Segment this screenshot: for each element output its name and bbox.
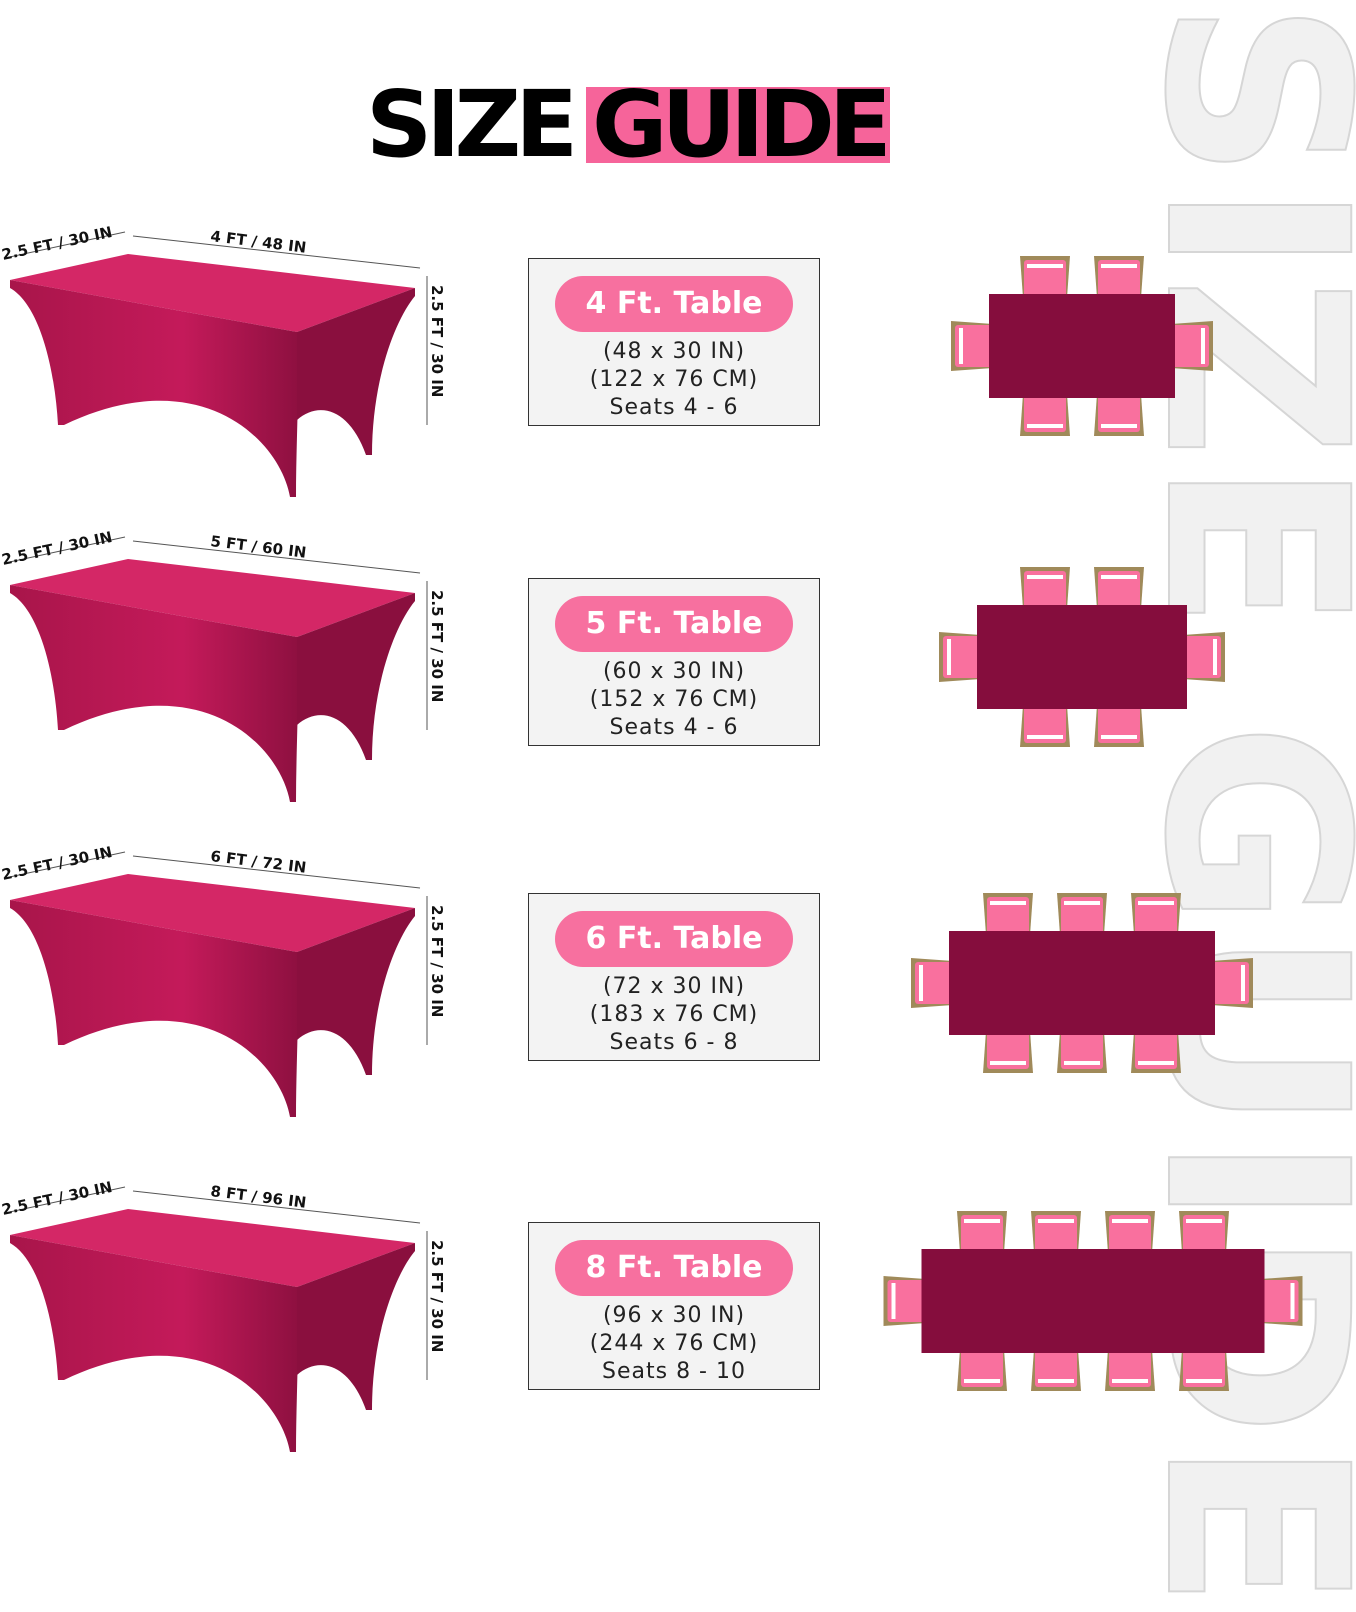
chair-icon [1094, 392, 1144, 436]
chair-icon [911, 958, 955, 1008]
table-size-badge: 8 Ft. Table [555, 1240, 793, 1296]
seating-capacity: Seats 6 - 8 [609, 1030, 739, 1055]
width-dimension-label: 2.5 FT / 30 IN [0, 843, 114, 884]
dimensions-cm: (152 x 76 CM) [589, 687, 759, 712]
table-size-badge: 5 Ft. Table [555, 596, 793, 652]
size-row: 2.5 FT / 30 IN 5 FT / 60 IN 2.5 FT / 30 … [0, 515, 1356, 815]
dimensions-inches: (60 x 30 IN) [602, 659, 746, 684]
seating-diagram [951, 256, 1213, 436]
seating-diagram [911, 893, 1253, 1073]
chair-icon [1131, 893, 1181, 937]
title-size: SIZE [366, 71, 578, 178]
size-row: 2.5 FT / 30 IN 6 FT / 72 IN 2.5 FT / 30 … [0, 830, 1356, 1130]
seating-capacity: Seats 4 - 6 [609, 395, 739, 420]
width-dimension-label: 2.5 FT / 30 IN [0, 528, 114, 569]
chair-icon [1105, 1211, 1155, 1255]
table-cover-illustration: 2.5 FT / 30 IN 5 FT / 60 IN 2.5 FT / 30 … [0, 528, 446, 802]
chair-icon [1057, 1029, 1107, 1073]
size-info-box: 4 Ft. Table (48 x 30 IN) (122 x 76 CM) S… [528, 258, 820, 426]
chair-icon [1105, 1347, 1155, 1391]
height-dimension-label: 2.5 FT / 30 IN [428, 1240, 446, 1352]
chair-icon [1020, 567, 1070, 611]
seating-diagram [883, 1211, 1303, 1391]
chair-icon [983, 1029, 1033, 1073]
chair-icon [1169, 321, 1213, 371]
table-cover-illustration: 2.5 FT / 30 IN 4 FT / 48 IN 2.5 FT / 30 … [0, 223, 446, 497]
dimensions-inches: (48 x 30 IN) [602, 339, 746, 364]
length-dimension-label: 4 FT / 48 IN [210, 227, 308, 257]
page-title: SIZE GUIDE [366, 71, 892, 178]
size-info-box: 8 Ft. Table (96 x 30 IN) (244 x 76 CM) S… [528, 1222, 820, 1390]
table-top-view [989, 294, 1175, 398]
table-top-view [921, 1249, 1265, 1353]
seating-diagram [939, 567, 1225, 747]
chair-icon [957, 1211, 1007, 1255]
chair-icon [1094, 256, 1144, 300]
height-dimension-label: 2.5 FT / 30 IN [428, 905, 446, 1017]
width-dimension-label: 2.5 FT / 30 IN [0, 1178, 114, 1219]
dimensions-inches: (96 x 30 IN) [602, 1303, 746, 1328]
table-cover-illustration: 2.5 FT / 30 IN 8 FT / 96 IN 2.5 FT / 30 … [0, 1178, 446, 1452]
seating-capacity: Seats 8 - 10 [602, 1359, 746, 1384]
chair-icon [1094, 703, 1144, 747]
table-cover-illustration: 2.5 FT / 30 IN 6 FT / 72 IN 2.5 FT / 30 … [0, 843, 446, 1117]
chair-icon [1209, 958, 1253, 1008]
dimensions-inches: (72 x 30 IN) [602, 974, 746, 999]
dimensions-cm: (244 x 76 CM) [589, 1331, 759, 1356]
title-guide: GUIDE [586, 79, 892, 171]
size-row: 2.5 FT / 30 IN 4 FT / 48 IN 2.5 FT / 30 … [0, 210, 1356, 510]
chair-icon [1020, 703, 1070, 747]
chair-icon [1179, 1347, 1229, 1391]
length-dimension-label: 6 FT / 72 IN [210, 847, 308, 877]
size-info-box: 5 Ft. Table (60 x 30 IN) (152 x 76 CM) S… [528, 578, 820, 746]
chair-icon [1020, 256, 1070, 300]
seating-capacity: Seats 4 - 6 [609, 715, 739, 740]
length-dimension-label: 8 FT / 96 IN [210, 1182, 308, 1212]
chair-icon [939, 632, 983, 682]
chair-icon [1258, 1276, 1303, 1326]
chair-icon [1179, 1211, 1229, 1255]
size-row: 2.5 FT / 30 IN 8 FT / 96 IN 2.5 FT / 30 … [0, 1165, 1356, 1465]
height-dimension-label: 2.5 FT / 30 IN [428, 590, 446, 702]
chair-icon [1094, 567, 1144, 611]
chair-icon [1031, 1347, 1081, 1391]
chair-icon [1131, 1029, 1181, 1073]
width-dimension-label: 2.5 FT / 30 IN [0, 223, 114, 264]
table-top-view [977, 605, 1187, 709]
table-top-view [949, 931, 1215, 1035]
chair-icon [951, 321, 995, 371]
table-size-badge: 4 Ft. Table [555, 276, 793, 332]
chair-icon [983, 893, 1033, 937]
chair-icon [957, 1347, 1007, 1391]
dimensions-cm: (183 x 76 CM) [589, 1002, 759, 1027]
chair-icon [1181, 632, 1225, 682]
size-info-box: 6 Ft. Table (72 x 30 IN) (183 x 76 CM) S… [528, 893, 820, 1061]
height-dimension-label: 2.5 FT / 30 IN [428, 285, 446, 397]
table-size-badge: 6 Ft. Table [555, 911, 793, 967]
dimensions-cm: (122 x 76 CM) [589, 367, 759, 392]
chair-icon [1031, 1211, 1081, 1255]
chair-icon [1020, 392, 1070, 436]
chair-icon [883, 1276, 928, 1326]
chair-icon [1057, 893, 1107, 937]
length-dimension-label: 5 FT / 60 IN [210, 532, 308, 562]
